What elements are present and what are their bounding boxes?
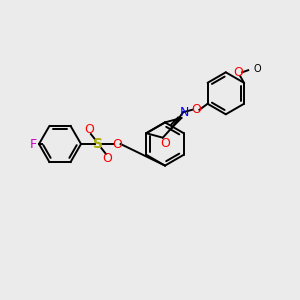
Text: S: S [93, 137, 103, 151]
Text: O: O [85, 123, 94, 136]
Text: O: O [103, 152, 112, 165]
Text: O: O [254, 64, 261, 74]
Text: O: O [160, 136, 170, 150]
Text: O: O [112, 137, 122, 151]
Text: O: O [191, 103, 201, 116]
Text: O: O [234, 66, 244, 79]
Text: F: F [29, 137, 37, 151]
Text: N: N [180, 106, 189, 119]
